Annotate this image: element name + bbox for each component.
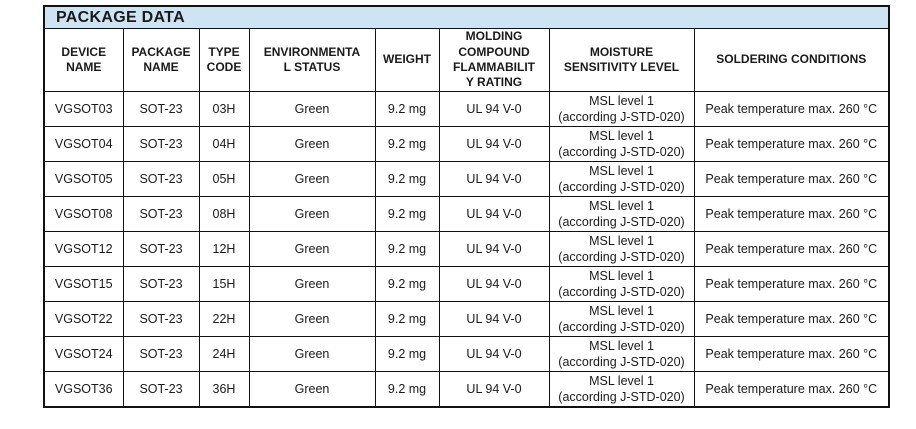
table-cell: Green [248, 161, 376, 197]
table-cell: UL 94 V-0 [438, 126, 550, 162]
table-title: PACKAGE DATA [43, 5, 890, 29]
table-cell: UL 94 V-0 [438, 91, 550, 127]
table-cell: VGSOT15 [43, 266, 124, 302]
package-data-table: PACKAGE DATA DEVICE NAME PACKAGE NAME TYPE… [43, 5, 891, 408]
table-cell: UL 94 V-0 [438, 371, 550, 408]
table-cell: Peak temperature max. 260 °C [693, 266, 890, 302]
table-cell: Green [248, 371, 376, 408]
column-header: DEVICE NAME [43, 28, 124, 92]
table-cell: 9.2 mg [374, 161, 440, 197]
table-cell: VGSOT04 [43, 126, 124, 162]
table-cell: 15H [198, 266, 250, 302]
column-header: MOISTURE SENSITIVITY LEVEL [548, 28, 695, 92]
table-cell: 9.2 mg [374, 336, 440, 372]
table-cell: MSL level 1 (according J-STD-020) [548, 196, 695, 232]
table-body: VGSOT03 SOT-23 03H Green 9.2 mg UL 94 V-0 MSL … [43, 91, 890, 408]
table-cell: 08H [198, 196, 250, 232]
table-cell: Peak temperature max. 260 °C [693, 161, 890, 197]
table-cell: MSL level 1 (according J-STD-020) [548, 161, 695, 197]
table-cell: UL 94 V-0 [438, 336, 550, 372]
table-cell: 05H [198, 161, 250, 197]
table-cell: 03H [198, 91, 250, 127]
table-row: VGSOT22 SOT-23 22H Green 9.2 mg UL 94 V-0 MSL … [43, 301, 890, 337]
table-row: VGSOT04 SOT-23 04H Green 9.2 mg UL 94 V-0 MSL … [43, 126, 890, 162]
header-row: DEVICE NAME PACKAGE NAME TYPE CODE ENVIRONM… [43, 28, 890, 92]
table-cell: MSL level 1 (according J-STD-020) [548, 336, 695, 372]
table-cell: 36H [198, 371, 250, 408]
table-cell: Peak temperature max. 260 °C [693, 91, 890, 127]
column-header: MOLDING COMPOUND FLAMMABILIT Y RATING [438, 28, 550, 92]
table-cell: 9.2 mg [374, 301, 440, 337]
table-cell: SOT-23 [122, 371, 200, 408]
table-cell: VGSOT08 [43, 196, 124, 232]
table-cell: Peak temperature max. 260 °C [693, 336, 890, 372]
table-cell: Green [248, 126, 376, 162]
data-table: PACKAGE DATA DEVICE NAME PACKAGE NAME TYPE… [43, 5, 891, 408]
table-cell: UL 94 V-0 [438, 266, 550, 302]
table-cell: 9.2 mg [374, 126, 440, 162]
column-header: WEIGHT [374, 28, 440, 92]
table-cell: Green [248, 196, 376, 232]
table-cell: SOT-23 [122, 196, 200, 232]
table-cell: UL 94 V-0 [438, 301, 550, 337]
table-cell: SOT-23 [122, 231, 200, 267]
table-cell: SOT-23 [122, 336, 200, 372]
table-cell: UL 94 V-0 [438, 161, 550, 197]
table-cell: VGSOT03 [43, 91, 124, 127]
table-row: VGSOT24 SOT-23 24H Green 9.2 mg UL 94 V-0 MSL … [43, 336, 890, 372]
table-cell: MSL level 1 (according J-STD-020) [548, 371, 695, 408]
table-cell: 22H [198, 301, 250, 337]
table-cell: 9.2 mg [374, 371, 440, 408]
table-cell: MSL level 1 (according J-STD-020) [548, 266, 695, 302]
table-cell: MSL level 1 (according J-STD-020) [548, 231, 695, 267]
table-cell: MSL level 1 (according J-STD-020) [548, 301, 695, 337]
table-cell: 9.2 mg [374, 231, 440, 267]
column-header: ENVIRONMENTA L STATUS [248, 28, 376, 92]
column-header: PACKAGE NAME [122, 28, 200, 92]
table-cell: UL 94 V-0 [438, 196, 550, 232]
table-cell: Green [248, 301, 376, 337]
table-cell: SOT-23 [122, 126, 200, 162]
table-cell: 12H [198, 231, 250, 267]
table-cell: SOT-23 [122, 301, 200, 337]
table-cell: Peak temperature max. 260 °C [693, 231, 890, 267]
table-row: VGSOT36 SOT-23 36H Green 9.2 mg UL 94 V-0 MSL … [43, 371, 890, 408]
table-cell: VGSOT24 [43, 336, 124, 372]
table-cell: VGSOT05 [43, 161, 124, 197]
table-cell: SOT-23 [122, 161, 200, 197]
table-cell: MSL level 1 (according J-STD-020) [548, 126, 695, 162]
table-row: VGSOT12 SOT-23 12H Green 9.2 mg UL 94 V-0 MSL … [43, 231, 890, 267]
table-cell: 04H [198, 126, 250, 162]
table-cell: VGSOT12 [43, 231, 124, 267]
column-header: SOLDERING CONDITIONS [693, 28, 890, 92]
table-cell: Peak temperature max. 260 °C [693, 371, 890, 408]
table-cell: 24H [198, 336, 250, 372]
table-cell: Green [248, 231, 376, 267]
table-cell: UL 94 V-0 [438, 231, 550, 267]
table-cell: VGSOT22 [43, 301, 124, 337]
table-cell: MSL level 1 (according J-STD-020) [548, 91, 695, 127]
table-title-row: PACKAGE DATA [43, 5, 890, 29]
table-cell: VGSOT36 [43, 371, 124, 408]
table-row: VGSOT15 SOT-23 15H Green 9.2 mg UL 94 V-0 MSL … [43, 266, 890, 302]
table-cell: SOT-23 [122, 91, 200, 127]
table-cell: Peak temperature max. 260 °C [693, 301, 890, 337]
table-cell: Peak temperature max. 260 °C [693, 126, 890, 162]
column-header: TYPE CODE [198, 28, 250, 92]
table-row: VGSOT05 SOT-23 05H Green 9.2 mg UL 94 V-0 MSL … [43, 161, 890, 197]
table-cell: Peak temperature max. 260 °C [693, 196, 890, 232]
table-cell: 9.2 mg [374, 196, 440, 232]
table-row: VGSOT08 SOT-23 08H Green 9.2 mg UL 94 V-0 MSL … [43, 196, 890, 232]
table-cell: Green [248, 266, 376, 302]
table-cell: Green [248, 91, 376, 127]
table-row: VGSOT03 SOT-23 03H Green 9.2 mg UL 94 V-0 MSL … [43, 91, 890, 127]
table-cell: 9.2 mg [374, 91, 440, 127]
table-cell: Green [248, 336, 376, 372]
table-cell: 9.2 mg [374, 266, 440, 302]
table-cell: SOT-23 [122, 266, 200, 302]
